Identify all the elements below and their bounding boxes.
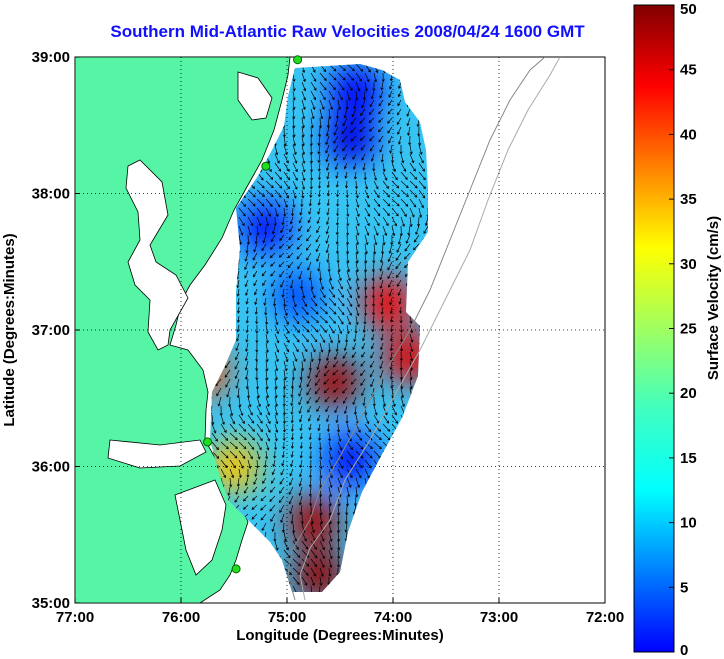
pamlico-sound [174, 479, 227, 576]
x-tick-label: 74:00 [374, 609, 412, 626]
velocity-hotspot [287, 495, 340, 548]
radar-site-marker [261, 161, 271, 171]
y-axis-label: Latitude (Degrees:Minutes) [1, 233, 18, 426]
colorbar-tick-label: 0 [680, 642, 688, 659]
y-tick-label: 37:00 [32, 322, 70, 339]
colorbar-tick-label: 45 [680, 62, 697, 79]
colorbar [633, 4, 675, 653]
x-tick-label: 73:00 [480, 609, 518, 626]
x-tick-label: 75:00 [268, 609, 306, 626]
x-axis-label: Longitude (Degrees:Minutes) [236, 627, 444, 644]
velocity-hotspot [324, 433, 377, 486]
x-tick-label: 72:00 [586, 609, 624, 626]
delaware-bay [237, 71, 273, 121]
colorbar-tick-label: 15 [680, 450, 697, 467]
colorbar-label: Surface Velocity (cm/s) [705, 216, 722, 380]
colorbar-tick-label: 35 [680, 191, 697, 208]
velocity-hotspot [324, 112, 377, 165]
colorbar-tick-label: 5 [680, 579, 688, 596]
albemarle-sound [107, 439, 207, 469]
colorbar-tick-label: 10 [680, 515, 697, 532]
colorbar-tick-label: 20 [680, 385, 697, 402]
chart-title: Southern Mid-Atlantic Raw Velocities 200… [110, 22, 585, 41]
radar-site-marker [293, 55, 303, 65]
colorbar-tick-label: 50 [680, 1, 697, 18]
y-tick-label: 36:00 [32, 459, 70, 476]
y-tick-label: 35:00 [32, 595, 70, 612]
colorbar-tick-label: 40 [680, 126, 697, 143]
grid-lines [75, 57, 605, 603]
isobath-contour [287, 57, 546, 601]
chesapeake-bay [125, 159, 189, 351]
radar-site-marker [203, 437, 212, 447]
velocity-hotspot [361, 276, 414, 329]
x-tick-label: 76:00 [162, 609, 200, 626]
x-tick-label: 77:00 [56, 609, 94, 626]
radar-site-marker [231, 564, 241, 574]
colorbar-tick-label: 25 [680, 321, 697, 338]
isobath-contour [299, 57, 561, 601]
y-tick-label: 39:00 [32, 49, 70, 66]
colorbar-tick-label: 30 [680, 256, 697, 273]
y-tick-label: 38:00 [32, 186, 70, 203]
